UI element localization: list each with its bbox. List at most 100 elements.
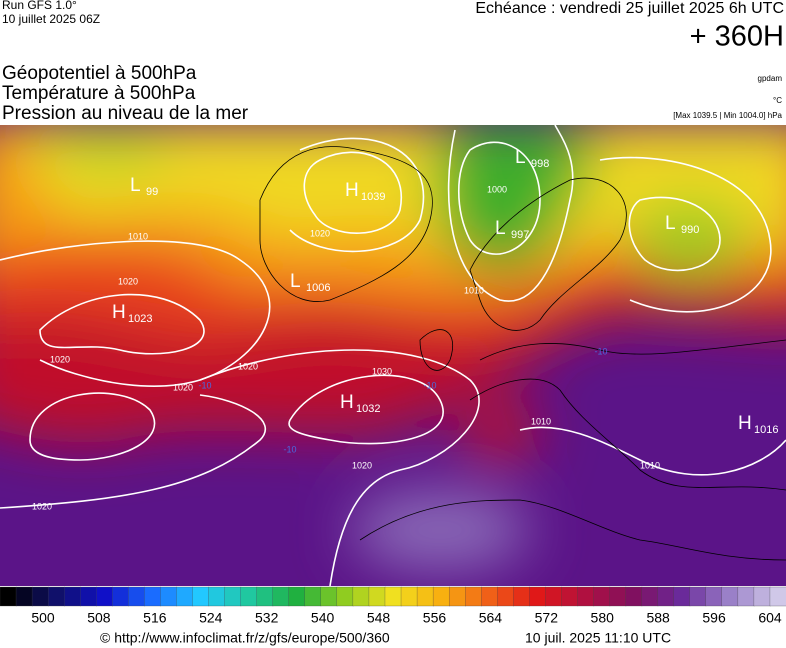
colorbar-swatch xyxy=(47,586,65,607)
colorbar: 500 508 516 524 532 540 548 556 564 572 580 588 596 6… xyxy=(0,586,786,626)
colorbar-label: 540 xyxy=(311,610,335,626)
run-label: Run GFS 1.0° xyxy=(2,0,77,12)
colorbar-swatch xyxy=(384,586,402,607)
isobar-label: 1020 xyxy=(310,228,330,238)
colorbar-swatch xyxy=(288,586,306,607)
colorbar-swatch xyxy=(192,586,210,607)
temperature-label: -10 xyxy=(283,444,296,454)
colorbar-swatch xyxy=(593,586,611,607)
center-letter: L xyxy=(495,218,506,239)
run-date: 10 juillet 2025 06Z xyxy=(2,12,100,26)
unit-label: gpdam xyxy=(758,74,783,83)
colorbar-swatch xyxy=(352,586,370,607)
colorbar-swatch xyxy=(657,586,675,607)
colorbar-swatch xyxy=(577,586,595,607)
colorbar-label: 596 xyxy=(702,610,726,626)
colorbar-swatch xyxy=(80,586,97,607)
colorbar-label: 500 xyxy=(31,610,55,626)
colorbar-swatch xyxy=(256,586,274,607)
center-value: 998 xyxy=(531,158,549,170)
colorbar-swatch xyxy=(529,586,547,607)
isobar-label: 1020 xyxy=(238,361,258,371)
colorbar-label: 548 xyxy=(367,610,391,626)
colorbar-swatch xyxy=(705,586,723,607)
lead-time: + 360H xyxy=(690,21,784,53)
colorbar-swatch xyxy=(304,586,322,607)
isobar-label: 1020 xyxy=(50,354,70,364)
center-value: 1032 xyxy=(356,403,380,415)
colorbar-label: 532 xyxy=(255,610,279,626)
colorbar-swatch xyxy=(497,586,514,607)
colorbar-swatch xyxy=(144,586,162,607)
colorbar-swatch xyxy=(176,586,194,607)
colorbar-label: 516 xyxy=(143,610,167,626)
center-letter: L xyxy=(515,147,526,168)
colorbar-swatch xyxy=(64,586,81,607)
colorbar-swatch xyxy=(721,586,739,607)
center-letter: H xyxy=(340,392,354,413)
colorbar-swatch xyxy=(0,586,17,607)
colorbar-swatch xyxy=(224,586,242,607)
title-line: Température à 500hPa xyxy=(2,83,196,104)
colorbar-swatch xyxy=(673,586,691,607)
title-line: Pression au niveau de la mer xyxy=(2,103,249,124)
center-letter: L xyxy=(290,271,301,292)
colorbar-swatch xyxy=(15,586,33,607)
colorbar-label: 572 xyxy=(535,610,559,626)
center-letter: H xyxy=(738,413,752,434)
colorbar-swatch xyxy=(625,586,643,607)
isobar-label: 1020 xyxy=(173,382,193,392)
isobar-label: 1010 xyxy=(464,285,484,295)
colorbar-label: 580 xyxy=(591,610,615,626)
center-value: 1039 xyxy=(361,191,385,203)
colorbar-label: 564 xyxy=(479,610,503,626)
colorbar-swatch xyxy=(416,586,434,607)
temperature-label: -10 xyxy=(423,380,436,390)
colorbar-swatch xyxy=(465,586,482,607)
colorbar-swatch xyxy=(689,586,707,607)
colorbar-swatch xyxy=(609,586,627,607)
isobar-label: 1010 xyxy=(128,231,148,241)
colorbar-swatch xyxy=(753,586,771,607)
colorbar-swatch xyxy=(96,586,113,607)
colorbar-label: 604 xyxy=(758,610,782,626)
colorbar-swatch xyxy=(208,586,226,607)
center-value: 1006 xyxy=(306,282,330,294)
center-value: 990 xyxy=(681,224,699,236)
isobar-label: 1020 xyxy=(32,501,52,511)
colorbar-label: 588 xyxy=(646,610,670,626)
colorbar-swatch xyxy=(160,586,178,607)
isobar-label: 1020 xyxy=(352,460,372,470)
colorbar-swatch xyxy=(320,586,338,607)
colorbar-swatch xyxy=(545,586,563,607)
center-value: 1016 xyxy=(754,424,778,436)
center-letter: L xyxy=(665,213,676,234)
isobar-label: 1000 xyxy=(487,184,507,194)
isobar-label: 1030 xyxy=(372,366,392,376)
colorbar-swatch xyxy=(112,586,129,607)
footer-source: © http://www.infoclimat.fr/z/gfs/europe/… xyxy=(100,630,390,646)
colorbar-swatch xyxy=(400,586,418,607)
colorbar-label: 556 xyxy=(423,610,447,626)
colorbar-label: 524 xyxy=(199,610,223,626)
colorbar-swatch xyxy=(737,586,755,607)
center-value: 997 xyxy=(511,229,529,241)
temperature-label: -10 xyxy=(198,380,211,390)
center-value: 1023 xyxy=(128,313,152,325)
colorbar-swatch xyxy=(561,586,579,607)
isobar-label: 1010 xyxy=(531,416,551,426)
title-line: Géopotentiel à 500hPa xyxy=(2,63,197,84)
colorbar-swatch xyxy=(368,586,386,607)
colorbar-swatch xyxy=(641,586,659,607)
unit-label: [Max 1039.5 | Min 1004.0] hPa xyxy=(673,111,782,120)
footer-stamp: 10 juil. 2025 11:10 UTC xyxy=(525,630,671,646)
colorbar-swatch xyxy=(240,586,258,607)
colorbar-swatch xyxy=(769,586,786,607)
colorbar-swatch xyxy=(448,586,466,607)
colorbar-swatch xyxy=(513,586,530,607)
colorbar-swatch xyxy=(31,586,49,607)
isobars xyxy=(0,125,786,586)
center-letter: L xyxy=(130,175,141,196)
